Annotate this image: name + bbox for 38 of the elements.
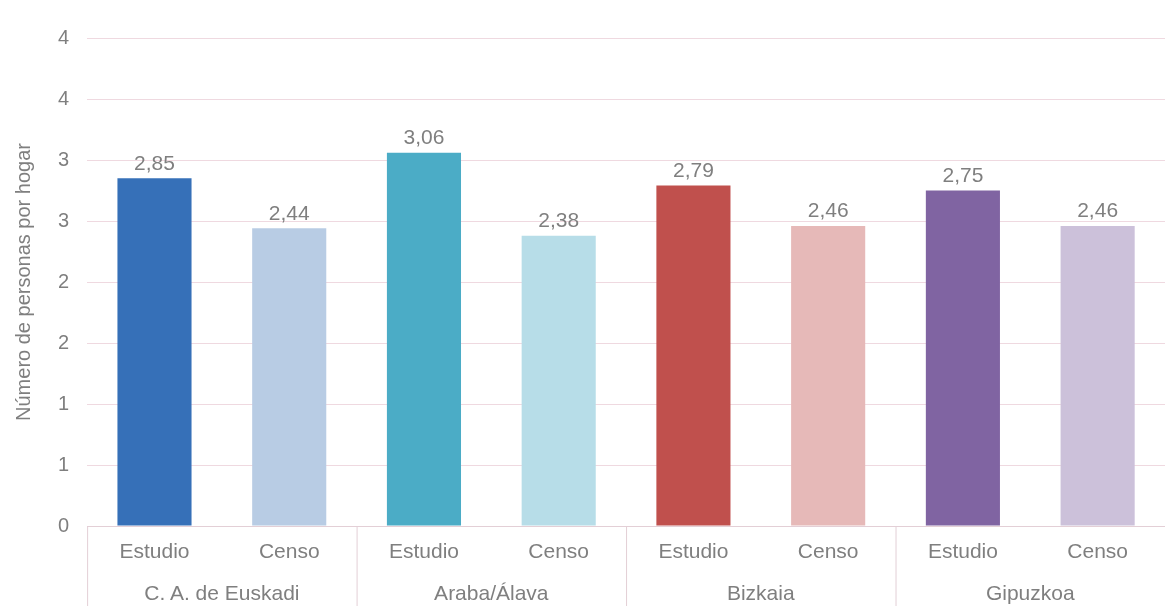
bar — [252, 228, 327, 526]
y-tick-label: 4 — [58, 86, 70, 109]
y-tick-label: 1 — [58, 452, 70, 475]
x-tick-label: Censo — [797, 539, 859, 563]
text: Araba/Álava — [434, 581, 549, 605]
text: Bizkaia — [726, 581, 795, 605]
bar — [521, 235, 596, 526]
data-label: 2,85 — [134, 150, 175, 174]
x-tick-label: Estudio — [658, 539, 729, 563]
text: C. A. de Euskadi — [144, 581, 300, 605]
bar — [925, 190, 1000, 526]
bar — [791, 225, 866, 526]
y-tick-label: 1 — [58, 391, 70, 414]
x-tick-label: Estudio — [119, 539, 190, 563]
data-label: 2,75 — [942, 162, 984, 186]
y-tick-label: 3 — [58, 147, 70, 170]
bar — [386, 152, 462, 526]
bar — [1060, 225, 1135, 526]
x-tick-label: Estudio — [388, 539, 459, 563]
data-label: 2,46 — [807, 198, 849, 222]
x-tick-label: Censo — [258, 539, 320, 563]
y-tick-label: 3 — [58, 208, 70, 231]
bar — [656, 185, 731, 526]
x-tick-label: Censo — [528, 539, 590, 563]
bar — [117, 178, 192, 526]
data-label: 3,06 — [403, 124, 445, 148]
y-tick-label: 4 — [58, 25, 70, 48]
text: Gipuzkoa — [985, 581, 1075, 605]
y-axis-title: Número de personas por hogar — [11, 142, 34, 421]
x-tick-label: Censo — [1067, 539, 1128, 563]
y-tick-label: 0 — [58, 513, 70, 536]
data-label: 2,38 — [538, 207, 580, 231]
data-label: 2,44 — [268, 200, 310, 224]
data-label: 2,46 — [1077, 198, 1119, 222]
y-tick-label: 2 — [58, 269, 70, 292]
data-label: 2,79 — [672, 157, 714, 181]
x-tick-label: Estudio — [927, 539, 998, 563]
y-tick-label: 2 — [58, 330, 70, 353]
